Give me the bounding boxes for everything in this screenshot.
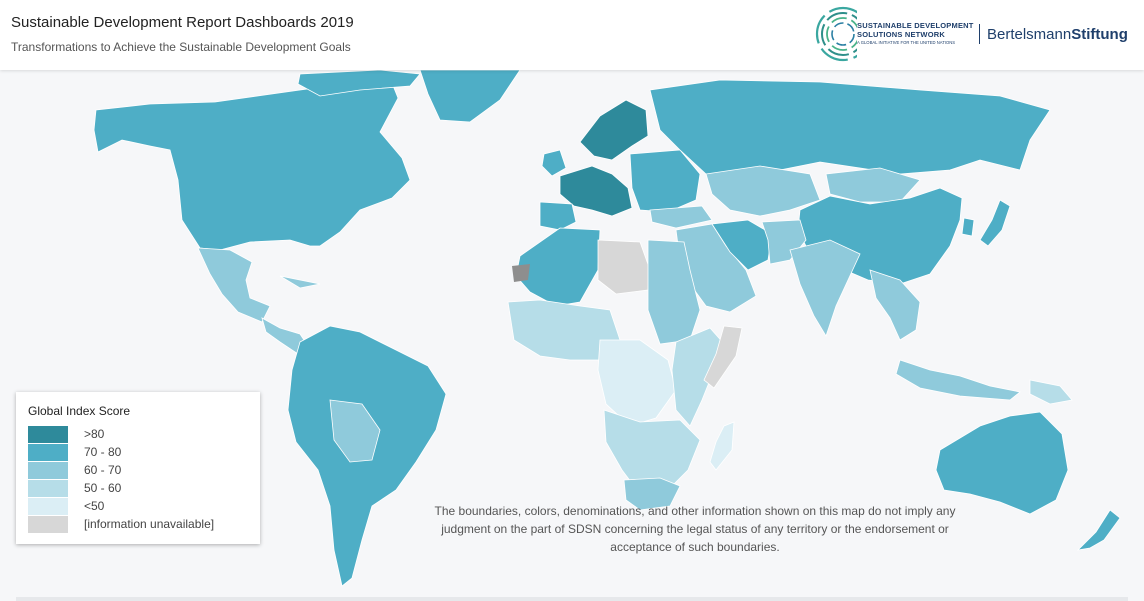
sdsn-name-line2: SOLUTIONS NETWORK xyxy=(857,30,945,39)
sdsn-tagline: A GLOBAL INITIATIVE FOR THE UNITED NATIO… xyxy=(857,40,956,45)
region-new-zealand[interactable] xyxy=(1076,509,1121,551)
region-turkey[interactable] xyxy=(649,205,713,229)
region-indonesia[interactable] xyxy=(895,359,1021,401)
map-legend: Global Index Score >80 70 - 80 60 - 70 5… xyxy=(16,392,260,544)
region-somalia[interactable] xyxy=(703,325,743,389)
legend-swatch xyxy=(28,516,68,533)
sdsn-logo[interactable]: SUSTAINABLE DEVELOPMENT SOLUTIONS NETWOR… xyxy=(815,4,973,66)
page-title: Sustainable Development Report Dashboard… xyxy=(11,14,354,31)
legend-item: [information unavailable] xyxy=(28,516,248,534)
region-greenland[interactable] xyxy=(419,70,521,123)
region-western-europe[interactable] xyxy=(559,165,633,217)
region-south-africa[interactable] xyxy=(623,477,681,511)
legend-item: 70 - 80 xyxy=(28,444,248,462)
logo-divider xyxy=(979,24,980,44)
map-disclaimer: The boundaries, colors, denominations, a… xyxy=(434,504,956,554)
region-scandinavia[interactable] xyxy=(579,99,649,161)
region-iran[interactable] xyxy=(711,219,773,271)
region-papua[interactable] xyxy=(1029,379,1073,405)
sdsn-name-line1: SUSTAINABLE DEVELOPMENT xyxy=(857,21,974,30)
legend-label: 60 - 70 xyxy=(84,463,122,477)
world-map-svg[interactable] xyxy=(0,70,1144,601)
legend-label: 50 - 60 xyxy=(84,481,122,495)
region-libya[interactable] xyxy=(597,239,651,295)
legend-swatch xyxy=(28,480,68,497)
legend-swatch xyxy=(28,498,68,515)
region-southern-africa[interactable] xyxy=(603,409,701,495)
sdsn-wordmark: SUSTAINABLE DEVELOPMENT SOLUTIONS NETWOR… xyxy=(857,21,974,45)
legend-label: 70 - 80 xyxy=(84,445,122,459)
region-central-asia[interactable] xyxy=(705,165,821,217)
region-southeast-asia[interactable] xyxy=(869,269,921,341)
legend-label: <50 xyxy=(84,499,105,513)
legend-item: <50 xyxy=(28,498,248,516)
region-north-america[interactable] xyxy=(93,77,411,251)
region-bolivia[interactable] xyxy=(329,399,381,463)
legend-item: >80 xyxy=(28,426,248,444)
header-bar: Sustainable Development Report Dashboard… xyxy=(0,0,1144,70)
page-subtitle: Transformations to Achieve the Sustainab… xyxy=(11,40,351,54)
legend-item: 50 - 60 xyxy=(28,480,248,498)
region-mexico[interactable] xyxy=(197,247,271,323)
region-iberia[interactable] xyxy=(539,201,577,231)
stiftung-wordmark: Stiftung xyxy=(1071,26,1128,43)
region-korea[interactable] xyxy=(961,217,975,237)
bertelsmann-logo[interactable]: BertelsmannStiftung xyxy=(987,26,1128,43)
region-japan[interactable] xyxy=(979,199,1011,247)
sdsn-globe-icon xyxy=(815,6,871,62)
legend-label: >80 xyxy=(84,427,105,441)
bertelsmann-wordmark: Bertelsmann xyxy=(987,26,1072,43)
region-australia[interactable] xyxy=(935,411,1069,515)
region-east-africa[interactable] xyxy=(671,327,727,427)
region-russia[interactable] xyxy=(649,79,1051,179)
region-eastern-europe[interactable] xyxy=(629,149,701,213)
region-uk[interactable] xyxy=(541,149,567,177)
legend-title: Global Index Score xyxy=(28,404,131,418)
region-india[interactable] xyxy=(789,239,861,337)
legend-item: 60 - 70 xyxy=(28,462,248,480)
region-madagascar[interactable] xyxy=(709,421,735,471)
region-western-sahara[interactable] xyxy=(512,264,530,282)
legend-swatch xyxy=(28,462,68,479)
legend-label: [information unavailable] xyxy=(84,517,215,531)
region-central-africa[interactable] xyxy=(597,339,677,427)
legend-swatch xyxy=(28,444,68,461)
region-north-africa[interactable] xyxy=(515,227,601,307)
region-egypt-sudan[interactable] xyxy=(647,239,701,345)
world-map[interactable] xyxy=(0,70,1144,601)
region-north-america-islands[interactable] xyxy=(297,70,421,97)
legend-swatch xyxy=(28,426,68,443)
bottom-scroll-bar[interactable] xyxy=(16,597,1128,601)
